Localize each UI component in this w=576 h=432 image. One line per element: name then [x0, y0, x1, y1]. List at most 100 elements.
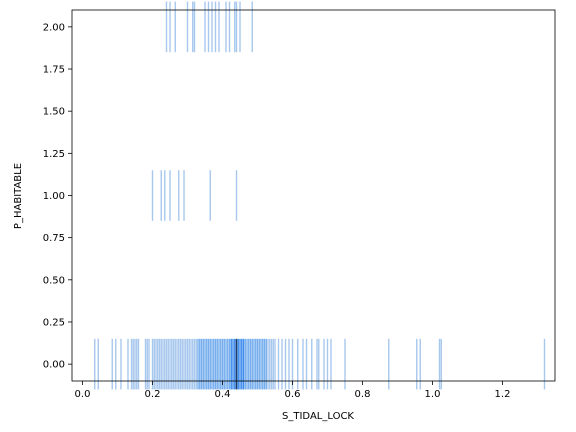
data-bar	[323, 338, 325, 390]
data-bar	[186, 338, 189, 390]
data-bar	[164, 338, 166, 390]
data-bar	[197, 338, 199, 390]
data-bar	[167, 338, 169, 390]
data-bar	[246, 338, 248, 390]
y-axis-label: P_HABITABLE	[13, 163, 24, 229]
data-bar	[291, 338, 294, 390]
data-bar	[179, 338, 182, 390]
data-bar	[202, 338, 204, 390]
x-tick-label: 0.2	[145, 389, 161, 400]
data-bar	[234, 1, 236, 53]
data-bar	[330, 338, 332, 390]
data-bar	[137, 338, 140, 390]
data-bar	[195, 338, 197, 390]
data-bar	[155, 338, 157, 390]
data-bar	[183, 170, 185, 221]
y-tick-label: 0.75	[43, 233, 65, 244]
data-bar	[297, 338, 299, 390]
data-bar	[162, 338, 164, 390]
data-bar	[253, 338, 255, 390]
data-bar	[97, 338, 99, 390]
data-bar	[209, 170, 211, 221]
data-bar	[227, 338, 229, 390]
data-bar	[169, 170, 171, 221]
data-bar	[190, 338, 192, 390]
data-bar	[284, 338, 287, 390]
data-bar	[146, 338, 148, 390]
data-bar	[136, 338, 138, 390]
y-tick-label: 1.75	[43, 65, 65, 76]
data-bar	[165, 1, 168, 53]
data-bar	[288, 338, 290, 390]
data-bar	[185, 338, 187, 390]
x-tick-label: 0.8	[355, 389, 371, 400]
data-bar	[171, 338, 173, 390]
data-bar	[169, 338, 171, 390]
data-bar	[262, 338, 264, 390]
data-bar	[220, 338, 222, 390]
data-bar	[326, 338, 329, 390]
data-bar	[183, 338, 185, 390]
data-bar	[543, 338, 546, 390]
data-bar	[265, 338, 267, 390]
data-bar	[272, 338, 274, 390]
data-bar	[207, 1, 210, 53]
data-bar	[235, 1, 238, 53]
data-bar	[440, 338, 442, 390]
data-bar	[281, 338, 283, 390]
data-bar	[204, 338, 206, 390]
data-bar	[204, 1, 206, 53]
data-bar	[148, 338, 150, 390]
data-bar	[251, 338, 253, 390]
data-bar	[318, 338, 320, 390]
data-bar	[263, 338, 266, 390]
data-bar	[239, 338, 241, 390]
data-bar	[134, 338, 136, 390]
data-bar	[235, 338, 238, 390]
data-bar	[211, 1, 213, 53]
data-bar	[251, 1, 253, 53]
data-bar	[151, 170, 154, 221]
data-bar	[144, 338, 147, 390]
data-bar	[277, 338, 280, 390]
y-tick-label: 0.50	[43, 275, 65, 286]
data-bar	[169, 1, 171, 53]
data-bar	[214, 1, 217, 53]
data-bar	[232, 338, 234, 390]
data-bar	[115, 338, 117, 390]
data-bar	[235, 170, 238, 221]
data-bar	[221, 338, 224, 390]
data-bar	[111, 338, 113, 390]
data-bar	[193, 338, 196, 390]
data-bar	[311, 338, 313, 390]
plot-background	[72, 10, 555, 381]
data-bar	[269, 338, 271, 390]
data-bar	[199, 338, 201, 390]
data-bar	[209, 338, 211, 390]
data-bar	[130, 338, 133, 390]
data-bar	[218, 338, 220, 390]
data-bar	[174, 338, 176, 390]
data-bar	[270, 338, 273, 390]
data-bar	[164, 170, 166, 221]
x-tick-label: 0.6	[285, 389, 301, 400]
y-tick-label: 0.25	[43, 317, 65, 328]
data-bar	[188, 338, 190, 390]
y-tick-label: 1.25	[43, 149, 65, 160]
data-bar	[242, 338, 245, 390]
y-tick-label: 1.50	[43, 107, 65, 118]
data-bar	[230, 338, 232, 390]
data-bar	[237, 338, 239, 390]
data-bar	[192, 1, 194, 53]
data-bar	[218, 1, 220, 53]
data-bar	[267, 338, 269, 390]
data-bar	[216, 338, 218, 390]
data-bar	[274, 338, 276, 390]
x-axis-label: S_TIDAL_LOCK	[282, 411, 354, 422]
data-bar	[302, 338, 304, 390]
data-bar	[344, 338, 346, 390]
x-axis: 0.0 0.2 0.4 0.6 0.8 1.0 1.2	[75, 381, 510, 400]
data-bar	[239, 1, 241, 53]
data-bar	[305, 338, 308, 390]
